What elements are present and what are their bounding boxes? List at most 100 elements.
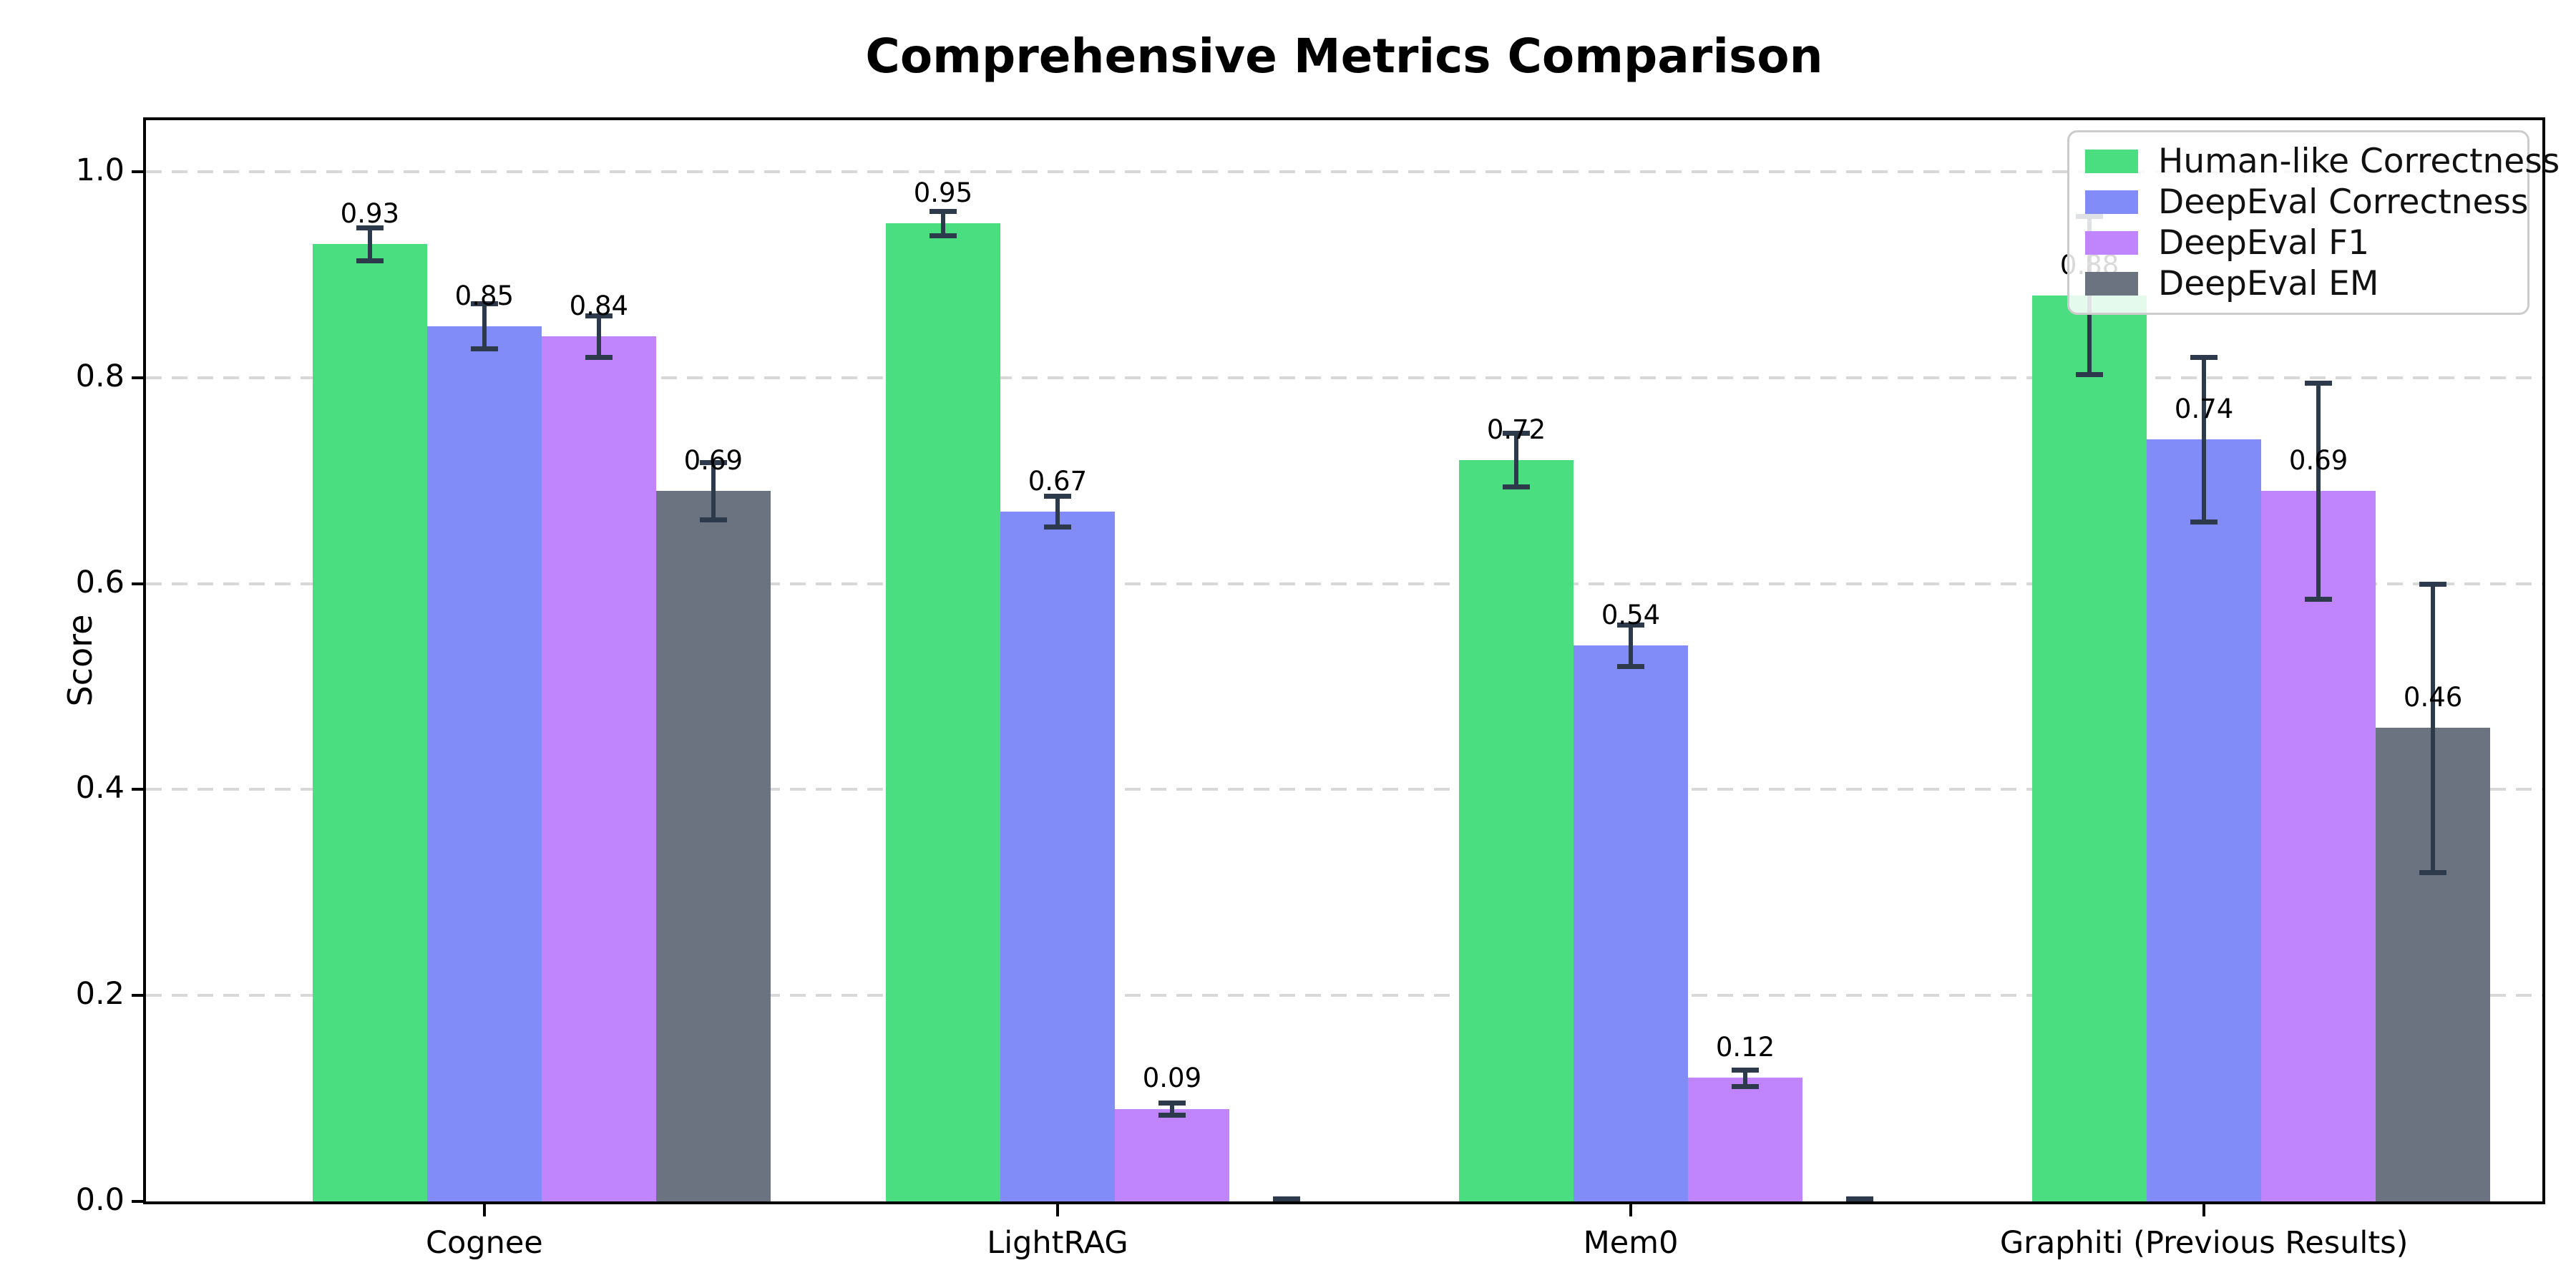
legend-item: DeepEval EM (2085, 267, 2512, 301)
gridline (146, 582, 2542, 585)
x-tick-mark (1055, 1204, 1059, 1216)
y-tick-mark (132, 788, 144, 791)
bar (426, 326, 542, 1201)
error-bar-cap-bottom (1043, 525, 1071, 530)
bar (541, 336, 656, 1201)
bar (885, 223, 1000, 1201)
error-bar-cap-bottom (1617, 663, 1645, 669)
gridline (146, 788, 2542, 791)
error-bar-line (1629, 625, 1634, 666)
error-bar-cap-top (2190, 354, 2218, 360)
error-bar-line (367, 227, 372, 260)
bar-value-label: 0.67 (1028, 465, 1088, 497)
error-bar-cap-top (2305, 380, 2333, 386)
legend-item: Human-like Correctness (2085, 145, 2560, 178)
legend-swatch (2085, 272, 2138, 296)
bar (2261, 491, 2376, 1201)
legend-label: DeepEval Correctness (2158, 182, 2529, 222)
y-tick-mark (132, 582, 144, 585)
error-bar-cap-bottom (1273, 1202, 1300, 1204)
gridline (146, 376, 2542, 379)
legend: Human-like Correctness DeepEval Correctne… (2067, 130, 2560, 315)
error-bar-cap-top (2419, 581, 2447, 587)
bar-value-label: 0.84 (569, 291, 629, 322)
error-bar-line (1169, 1102, 1174, 1116)
error-bar-cap-top (1617, 623, 1645, 628)
bar-value-label: 0.85 (454, 280, 514, 311)
bar (312, 243, 427, 1201)
x-tick-label: Cognee (425, 1225, 543, 1261)
error-bar-cap-bottom (2076, 372, 2104, 378)
y-tick-mark (132, 170, 144, 173)
error-bar-line (711, 462, 716, 520)
bar (1114, 1108, 1229, 1201)
error-bar-cap-top (1272, 1196, 1300, 1201)
bar-value-label: 0.95 (913, 177, 973, 208)
error-bar-cap-top (1043, 494, 1071, 499)
legend-item: DeepEval F1 (2085, 226, 2512, 260)
error-bar-cap-top (699, 459, 727, 465)
error-bar-cap-top (929, 208, 957, 214)
bar-value-label: 0.72 (1486, 414, 1546, 445)
chart-title: Comprehensive Metrics Comparison (865, 29, 1823, 84)
error-bar-cap-top (585, 313, 613, 319)
error-bar-line (2431, 583, 2436, 872)
bar-value-label: 0.69 (683, 445, 743, 477)
error-bar-line (940, 210, 945, 236)
error-bar-line (1514, 433, 1519, 487)
bar-value-label: 0.09 (1142, 1063, 1202, 1094)
error-bar-cap-bottom (1158, 1113, 1186, 1118)
error-bar-cap-bottom (1732, 1083, 1760, 1089)
error-bar-cap-bottom (699, 517, 727, 523)
bar (2147, 439, 2262, 1201)
bar-value-label: 0.54 (1601, 599, 1661, 630)
bar (1459, 459, 1574, 1201)
y-tick-label: 0.0 (75, 1182, 125, 1218)
error-bar-cap-bottom (356, 258, 384, 263)
error-bar-cap-top (1846, 1196, 1874, 1201)
error-bar-cap-top (470, 301, 498, 307)
x-tick-label: LightRAG (987, 1225, 1128, 1261)
bar-value-label: 0.12 (1715, 1032, 1775, 1063)
legend-swatch (2085, 150, 2138, 173)
y-tick-label: 1.0 (75, 152, 125, 188)
y-tick-mark (132, 1200, 144, 1203)
error-bar-cap-bottom (2305, 597, 2333, 602)
legend-label: Human-like Correctness (2158, 142, 2560, 181)
legend-label: DeepEval EM (2158, 264, 2379, 303)
bar (1574, 645, 1689, 1201)
x-tick-mark (482, 1204, 486, 1216)
error-bar-cap-bottom (2190, 519, 2218, 525)
legend-label: DeepEval F1 (2158, 223, 2370, 263)
y-tick-label: 0.2 (75, 976, 125, 1013)
x-tick-label: Graphiti (Previous Results) (1999, 1225, 2409, 1261)
error-bar-cap-bottom (470, 346, 498, 352)
y-tick-label: 0.6 (75, 564, 125, 600)
gridline (146, 994, 2542, 997)
legend-swatch (2085, 231, 2138, 255)
error-bar-line (2202, 356, 2207, 522)
error-bar-cap-bottom (585, 354, 613, 360)
error-bar-cap-top (356, 225, 384, 230)
legend-swatch (2085, 190, 2138, 214)
error-bar-line (1743, 1069, 1748, 1086)
error-bar-cap-top (1503, 431, 1531, 436)
bar-value-label: 0.74 (2174, 394, 2234, 425)
bar-value-label: 0.46 (2403, 682, 2463, 713)
bar-value-label: 0.93 (340, 197, 400, 229)
y-tick-mark (132, 994, 144, 997)
error-bar-line (596, 316, 601, 357)
error-bar-cap-bottom (2419, 869, 2447, 875)
error-bar-line (482, 303, 487, 349)
x-tick-mark (1629, 1204, 1633, 1216)
error-bar-line (2316, 382, 2321, 600)
y-axis-title: Score (61, 614, 99, 707)
bar (2032, 295, 2147, 1201)
bar (1688, 1078, 1803, 1201)
y-tick-mark (132, 376, 144, 379)
error-bar-cap-top (1732, 1067, 1760, 1073)
error-bar-cap-bottom (1503, 484, 1531, 490)
x-tick-mark (2202, 1204, 2206, 1216)
error-bar-cap-top (1158, 1100, 1186, 1106)
